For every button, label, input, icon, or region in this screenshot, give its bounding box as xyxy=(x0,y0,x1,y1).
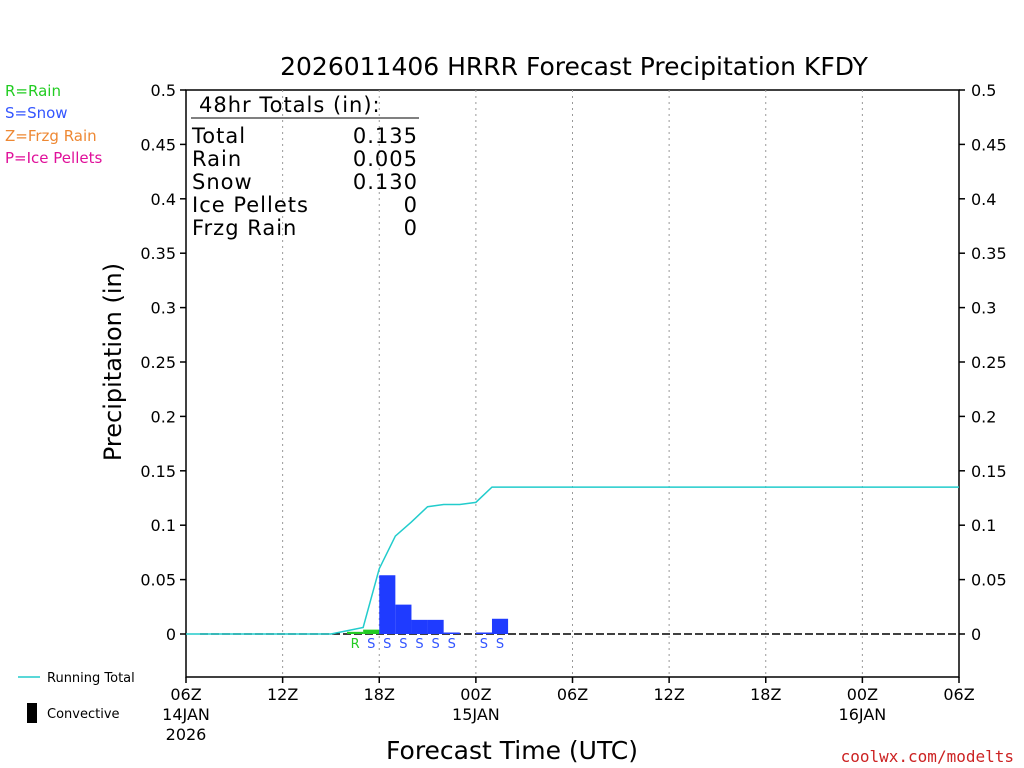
precip-bar-7 xyxy=(475,632,492,634)
legend-snow: S=Snow xyxy=(5,104,68,122)
ytick-label-left-9: 0.45 xyxy=(140,135,176,154)
ytick-label-left-8: 0.4 xyxy=(151,190,176,209)
totals-label-3: Ice Pellets xyxy=(192,193,309,217)
precip-bar-8 xyxy=(491,618,509,634)
ytick-label-right-5: 0.25 xyxy=(971,353,1007,372)
totals-label-4: Frzg Rain xyxy=(192,216,297,240)
totals-label-0: Total xyxy=(191,124,246,148)
type-marker-7: S xyxy=(480,637,488,652)
type-marker-3: S xyxy=(399,637,407,652)
totals-value-4: 0 xyxy=(404,216,418,240)
type-marker-2: S xyxy=(383,637,391,652)
xtick-label-8: 06Z xyxy=(943,685,974,704)
totals-header: 48hr Totals (in): xyxy=(199,93,381,117)
bottom-legend: Running Total Convective xyxy=(18,671,135,723)
running-total-legend-label: Running Total xyxy=(47,671,135,686)
legend-frzg-rain: Z=Frzg Rain xyxy=(5,127,97,145)
xtick-label-5: 12Z xyxy=(653,685,684,704)
precip-bar-5 xyxy=(427,619,444,634)
totals-label-2: Snow xyxy=(192,170,253,194)
site-credit: coolwx.com/modelts xyxy=(841,747,1014,766)
totals-rows: Total 0.135 Rain 0.005 Snow 0.130 Ice Pellets 0… xyxy=(191,124,418,240)
precip-bar-1 xyxy=(363,629,380,634)
type-marker-6: S xyxy=(448,637,456,652)
totals-value-3: 0 xyxy=(404,193,418,217)
xtick-label-4: 06Z xyxy=(557,685,588,704)
totals-box: 48hr Totals (in): Total 0.135 Rain 0.005 Sno… xyxy=(191,93,419,240)
convective-legend-swatch xyxy=(27,703,37,723)
precip-bar-0 xyxy=(347,631,364,634)
ytick-label-right-0: 0 xyxy=(971,625,981,644)
precip-bar-4 xyxy=(411,619,428,634)
precip-bars xyxy=(347,575,509,634)
ytick-label-left-7: 0.35 xyxy=(140,244,176,263)
xtick-year-0: 2026 xyxy=(166,725,207,744)
type-marker-8: S xyxy=(496,637,504,652)
ytick-label-right-6: 0.3 xyxy=(971,299,996,318)
totals-value-1: 0.005 xyxy=(353,147,418,171)
type-marker-1: S xyxy=(367,637,375,652)
xtick-label-0: 06Z xyxy=(170,685,201,704)
xtick-date-0: 14JAN xyxy=(162,705,210,724)
precip-bar-2 xyxy=(379,575,396,634)
totals-value-0: 0.135 xyxy=(353,124,418,148)
xtick-label-7: 00Z xyxy=(847,685,878,704)
gridlines xyxy=(282,90,863,677)
xtick-date-7: 16JAN xyxy=(839,705,887,724)
type-legend: R=Rain S=Snow Z=Frzg Rain P=Ice Pellets xyxy=(5,82,102,167)
totals-label-1: Rain xyxy=(192,147,242,171)
type-marker-5: S xyxy=(431,637,439,652)
ytick-label-right-1: 0.05 xyxy=(971,571,1007,590)
chart-title: 2026011406 HRRR Forecast Precipitation K… xyxy=(280,52,868,81)
precip-bar-3 xyxy=(395,604,412,634)
ytick-label-left-1: 0.05 xyxy=(140,571,176,590)
xtick-label-6: 18Z xyxy=(750,685,781,704)
ytick-label-right-2: 0.1 xyxy=(971,516,996,535)
ytick-label-right-8: 0.4 xyxy=(971,190,996,209)
ytick-label-left-4: 0.2 xyxy=(151,407,176,426)
type-marker-0: R xyxy=(351,637,360,652)
xtick-label-2: 18Z xyxy=(364,685,395,704)
convective-legend-label: Convective xyxy=(47,707,120,722)
y-axis-label: Precipitation (in) xyxy=(99,263,127,461)
xtick-date-3: 15JAN xyxy=(452,705,500,724)
ytick-label-right-3: 0.15 xyxy=(971,462,1007,481)
totals-value-2: 0.130 xyxy=(353,170,418,194)
y-axis-ticks: 0 00.05 0.050.1 0.10.15 0.150.2 0.20.25 0.250.… xyxy=(140,81,1006,644)
legend-ice-pellets: P=Ice Pellets xyxy=(5,149,102,167)
x-axis-label: Forecast Time (UTC) xyxy=(386,736,638,765)
ytick-label-left-3: 0.15 xyxy=(140,462,176,481)
ytick-label-left-6: 0.3 xyxy=(151,299,176,318)
precip-bar-6 xyxy=(443,632,460,634)
ytick-label-right-7: 0.35 xyxy=(971,244,1007,263)
type-marker-4: S xyxy=(415,637,423,652)
ytick-label-left-10: 0.5 xyxy=(151,81,176,100)
running-total-line xyxy=(186,486,959,635)
ytick-label-left-2: 0.1 xyxy=(151,516,176,535)
legend-rain: R=Rain xyxy=(5,82,61,100)
ytick-label-left-5: 0.25 xyxy=(140,353,176,372)
ytick-label-left-0: 0 xyxy=(166,625,176,644)
xtick-label-1: 12Z xyxy=(267,685,298,704)
ytick-label-right-9: 0.45 xyxy=(971,135,1007,154)
xtick-label-3: 00Z xyxy=(460,685,491,704)
ytick-label-right-10: 0.5 xyxy=(971,81,996,100)
ytick-label-right-4: 0.2 xyxy=(971,407,996,426)
